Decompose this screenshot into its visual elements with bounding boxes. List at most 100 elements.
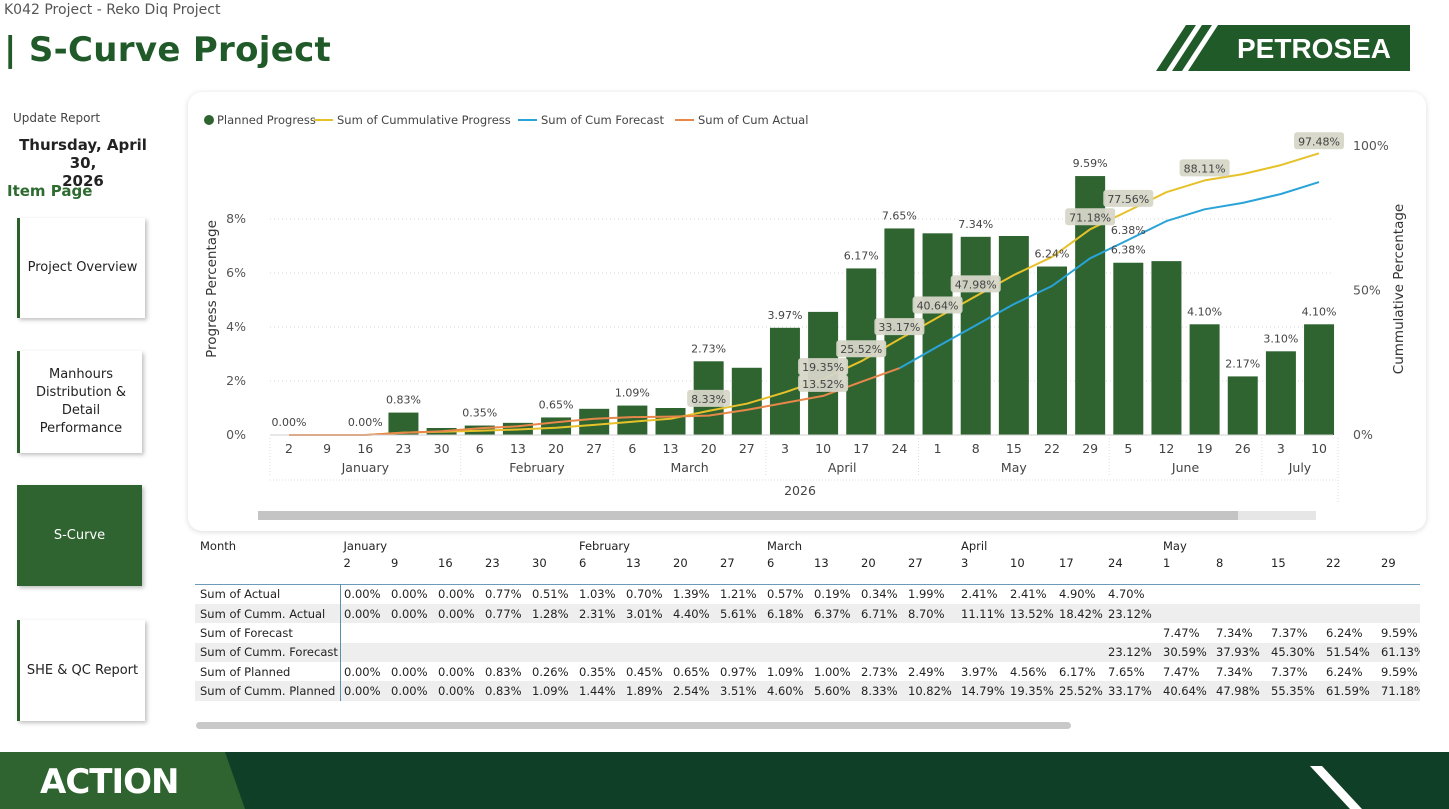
x-tick-day: 27 [739,441,755,456]
x-tick-day: 20 [548,441,564,456]
table-cell [1213,584,1268,604]
y-tick-left: 6% [226,265,246,280]
x-tick-day: 24 [891,441,907,456]
table-cell [958,623,1007,642]
x-tick-day: 3 [781,441,789,456]
table-cell: 10 [1010,556,1025,570]
table-cell: 1.03% [579,587,616,602]
bar-planned [769,327,800,435]
cum-progress-label: 77.56% [1107,193,1149,206]
table-cell: 8 [1216,556,1224,570]
table-cell: 0.00% [344,606,381,621]
bar-data-label: 2.73% [691,342,726,355]
table-cell: 0.00% [344,587,381,602]
table-cell: 51.54% [1326,645,1370,660]
table-cell: 37.93% [1216,645,1260,660]
table-cell [576,623,623,642]
cum-actual-label: 13.52% [802,378,844,391]
table-cell: 9.59% [1381,625,1418,640]
table-cell [717,536,764,556]
s-curve-chart: Planned Progress Sum of Cummulative Prog… [204,113,1407,504]
table-cell: 40.64% [1163,684,1207,699]
table-cell: 2.54% [673,684,710,699]
table-cell: 7.34% [1216,664,1253,679]
table-cell: 13 [626,556,641,570]
cum-progress-label-bg [1179,159,1230,177]
bar-planned [579,408,610,435]
table-cell: 1.89% [626,684,663,699]
cum-progress-label: 71.18% [1069,211,1111,224]
x-tick-day: 8 [972,441,980,456]
update-date: Thursday, April 30, 2026 [8,136,158,190]
row-label [195,556,341,584]
table-cell [529,643,576,662]
row-label: Sum of Actual [195,584,341,604]
table-cell: 6.17% [1059,664,1096,679]
table-cell: 1 [1163,556,1171,570]
bar-data-label: 3.10% [1263,332,1298,345]
bar-data-label: 0.00% [348,416,383,429]
bar-planned [922,233,953,435]
table-cell [858,643,905,662]
nav-label: Project Overview [27,260,138,275]
table-cell: 8.33% [861,684,898,699]
x-tick-day: 13 [510,441,526,456]
table-cell: 0.34% [861,587,898,602]
nav-she-qc-button[interactable]: SHE & QC Report [17,620,145,721]
table-cell: 0.51% [532,587,569,602]
cum-progress-label: 25.52% [840,343,882,356]
row-label: Sum of Cumm. Actual [195,603,341,624]
x-tick-day: 1 [934,441,942,456]
table-cell: 23.12% [1108,645,1152,660]
x-tick-day: 20 [701,441,717,456]
cum-forecast-label: 6.38% [1111,224,1146,237]
table-cell: 0.65% [673,664,710,679]
x-tick-month: May [1001,460,1027,475]
table-cell [1007,643,1056,662]
legend-planned-marker [204,115,214,125]
table-cell: 0.83% [485,684,522,699]
table-cell: 23.12% [1108,606,1152,621]
table-row: Sum of Cumm. Forecast 23.12% 30.59% 37.93% 4… [195,642,1420,663]
petrosea-logo: PETROSEA [1156,25,1410,71]
table-cell: 7.34% [1216,625,1253,640]
x-tick-month: March [671,460,709,475]
x-tick-day: 6 [628,441,636,456]
x-tick-month: February [509,460,565,475]
table-cell: 61.59% [1326,684,1370,699]
table-cell: 4.60% [767,684,804,699]
table-cell: 7.65% [1108,664,1145,679]
nav-manhours-button[interactable]: Manhours Distribution & Detail Performan… [17,351,142,453]
table-cell [958,643,1007,662]
table-cell: 0.57% [767,587,804,602]
table-cell: 9.59% [1381,664,1418,679]
table-cell: 25.52% [1059,684,1103,699]
table-cell: 11.11% [961,606,1005,621]
table-cell: 0.77% [485,606,522,621]
bar-data-label: 0.35% [462,407,497,420]
table-cell [1007,623,1056,642]
table-cell: 0.19% [814,587,851,602]
table-cell [1056,536,1105,556]
table-cell: 9 [391,556,399,570]
bar-data-label: 3.97% [767,309,802,322]
table-cell [623,623,670,642]
nav-project-overview-button[interactable]: Project Overview [17,218,145,318]
bar-planned [1304,324,1335,435]
data-table: MonthJanuaryFebruaryMarchAprilMayJune291… [195,536,1420,701]
nav-s-curve-button[interactable]: S-Curve [17,485,142,586]
table-cell [1056,623,1105,642]
item-page-label: Item Page [7,182,93,200]
table-scrollbar[interactable] [196,722,1071,729]
table-cell: 13 [814,556,829,570]
bar-data-label: 6.24% [1035,248,1070,261]
table-row: Sum of Planned 0.00% 0.00% 0.00% 0.83% 0.26% 0… [195,662,1420,682]
chart-scrollbar-thumb[interactable] [258,511,1238,520]
table-cell: 2.41% [1010,587,1047,602]
table-cell [1323,604,1378,623]
table-cell: 0.00% [344,664,381,679]
table-cell: 1.39% [673,587,710,602]
cum-progress-label: 8.33% [691,393,726,406]
table-cell: 3.97% [961,664,998,679]
table-cell [482,536,529,556]
